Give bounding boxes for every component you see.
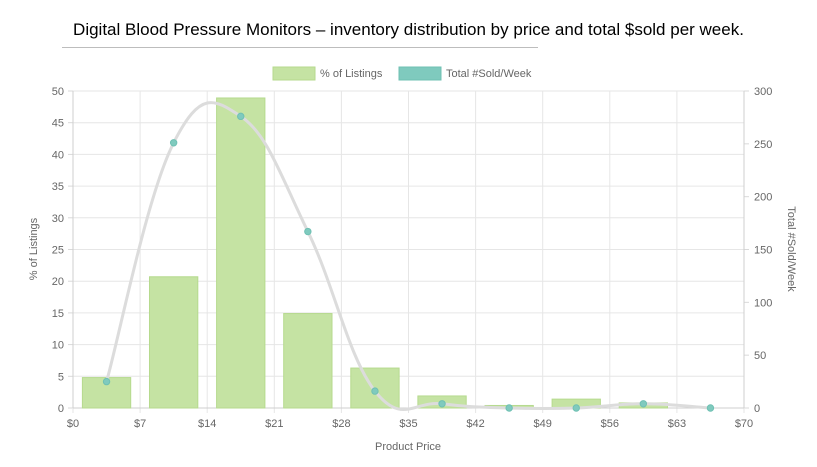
sold-point[interactable]	[102, 377, 111, 386]
x-tick-label: $28	[332, 418, 350, 430]
y-right-tick-label: 0	[754, 403, 760, 415]
legend-label-listings[interactable]: % of Listings	[320, 68, 383, 80]
y-left-tick-label: 50	[52, 86, 64, 98]
sold-per-week-line	[105, 101, 711, 411]
title-underline	[62, 47, 538, 48]
y-left-tick-label: 15	[52, 308, 64, 320]
y-right-tick-label: 250	[754, 139, 772, 151]
x-tick-label: $0	[67, 418, 79, 430]
sold-point[interactable]	[169, 139, 178, 147]
y-right-tick-label: 100	[754, 297, 772, 309]
legend-swatch-listings[interactable]	[272, 66, 316, 81]
y-left-tick-label: 0	[58, 403, 64, 415]
bar-14[interactable]	[216, 97, 266, 409]
y-right-tick-label: 300	[754, 86, 772, 98]
y-left-tick-label: 5	[58, 371, 64, 383]
y-right-tick-label: 50	[754, 350, 766, 362]
x-tick-label: $14	[198, 418, 216, 430]
x-tick-label: $70	[735, 418, 753, 430]
sold-point[interactable]	[505, 404, 513, 412]
y-right-tick-label: 150	[754, 245, 772, 257]
y-left-tick-label: 20	[52, 276, 64, 288]
tick-labels: 0 5 10 15 20 25 30 35 40 45 50 0 50 100 150 200 250 300 $0…	[52, 86, 773, 430]
x-tick-label: $7	[134, 418, 146, 430]
y-left-tick-label: 10	[52, 340, 64, 352]
x-tick-label: $56	[601, 418, 619, 430]
x-tick-label: $63	[668, 418, 686, 430]
sold-point[interactable]	[639, 400, 648, 408]
legend[interactable]: % of Listings Total #Sold/Week	[272, 66, 532, 81]
line-series	[102, 101, 715, 412]
sold-point[interactable]	[706, 404, 715, 412]
x-tick-label: $21	[265, 418, 283, 430]
sold-point[interactable]	[304, 227, 312, 236]
x-axis-title: Product Price	[375, 441, 441, 453]
sold-point[interactable]	[371, 387, 379, 395]
bar-series	[81, 97, 669, 409]
y-axis-right-title: Total #Sold/Week	[785, 206, 797, 292]
x-tick-label: $49	[534, 418, 552, 430]
bar-21[interactable]	[283, 313, 333, 409]
sold-point[interactable]	[237, 112, 245, 121]
y-left-tick-label: 30	[52, 213, 64, 225]
y-left-tick-label: 25	[52, 245, 64, 257]
x-tick-label: $42	[466, 418, 484, 430]
y-left-tick-label: 40	[52, 149, 64, 161]
chart-title: Digital Blood Pressure Monitors – invent…	[73, 20, 744, 39]
legend-swatch-sold[interactable]	[398, 66, 442, 81]
y-axis-left-title: % of Listings	[28, 217, 40, 280]
legend-label-sold[interactable]: Total #Sold/Week	[446, 68, 532, 80]
y-left-tick-label: 35	[52, 181, 64, 193]
sold-point[interactable]	[572, 404, 580, 412]
y-right-tick-label: 200	[754, 192, 772, 204]
bar-7[interactable]	[148, 276, 199, 409]
sold-point[interactable]	[438, 400, 446, 408]
x-tick-label: $35	[399, 418, 417, 430]
y-left-tick-label: 45	[52, 118, 64, 130]
